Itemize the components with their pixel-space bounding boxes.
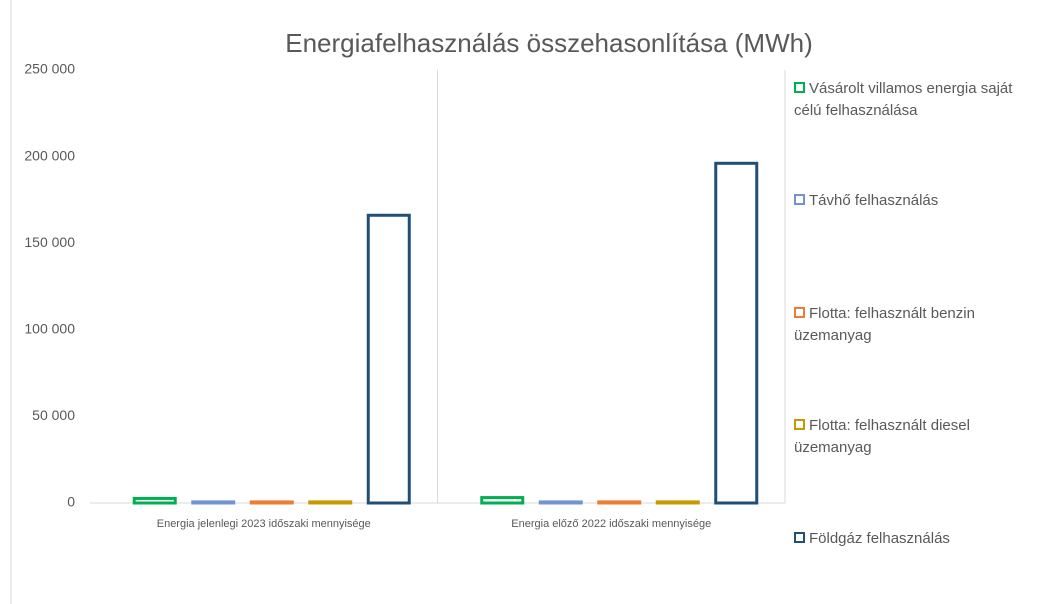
- legend-item: Flotta: felhasznált benzin üzemanyag: [794, 303, 1034, 347]
- y-tick-label: 0: [67, 494, 75, 510]
- legend-item: Távhő felhasználás: [794, 190, 1034, 212]
- legend-swatch: [794, 307, 805, 318]
- bar: [597, 500, 642, 505]
- legend-item: Flotta: felhasznált diesel üzemanyag: [794, 415, 1034, 459]
- y-tick-label: 100 000: [24, 321, 75, 337]
- bar: [655, 500, 700, 505]
- bar: [308, 500, 353, 505]
- x-tick-label: Energia előző 2022 időszaki mennyisége: [511, 518, 711, 530]
- legend-label: Vásárolt villamos energia saját célú fel…: [794, 80, 1013, 119]
- legend-label: Távhő felhasználás: [809, 192, 939, 209]
- y-tick-label: 200 000: [24, 147, 75, 163]
- legend-swatch: [794, 194, 805, 205]
- y-tick-label: 250 000: [24, 61, 75, 77]
- bar: [538, 500, 583, 505]
- chart-title: Energiafelhasználás összehasonlítása (MW…: [285, 28, 812, 58]
- legend-item: Földgáz felhasználás: [794, 528, 1034, 550]
- legend-label: Flotta: felhasznált diesel üzemanyag: [794, 417, 970, 456]
- legend-item: Vásárolt villamos energia saját célú fel…: [794, 78, 1034, 122]
- legend-label: Földgáz felhasználás: [809, 530, 950, 547]
- bar: [191, 500, 236, 505]
- bar: [132, 496, 177, 505]
- legend-label: Flotta: felhasznált benzin üzemanyag: [794, 305, 975, 344]
- bar: [714, 161, 759, 505]
- bar: [480, 496, 525, 505]
- y-tick-label: 50 000: [32, 407, 75, 423]
- legend-swatch: [794, 532, 805, 543]
- bar: [249, 500, 294, 505]
- bar: [366, 213, 411, 505]
- chart-border: [10, 0, 12, 604]
- y-tick-label: 150 000: [24, 234, 75, 250]
- legend-swatch: [794, 82, 805, 93]
- x-tick-label: Energia jelenlegi 2023 időszaki mennyisé…: [157, 518, 371, 530]
- legend-swatch: [794, 419, 805, 430]
